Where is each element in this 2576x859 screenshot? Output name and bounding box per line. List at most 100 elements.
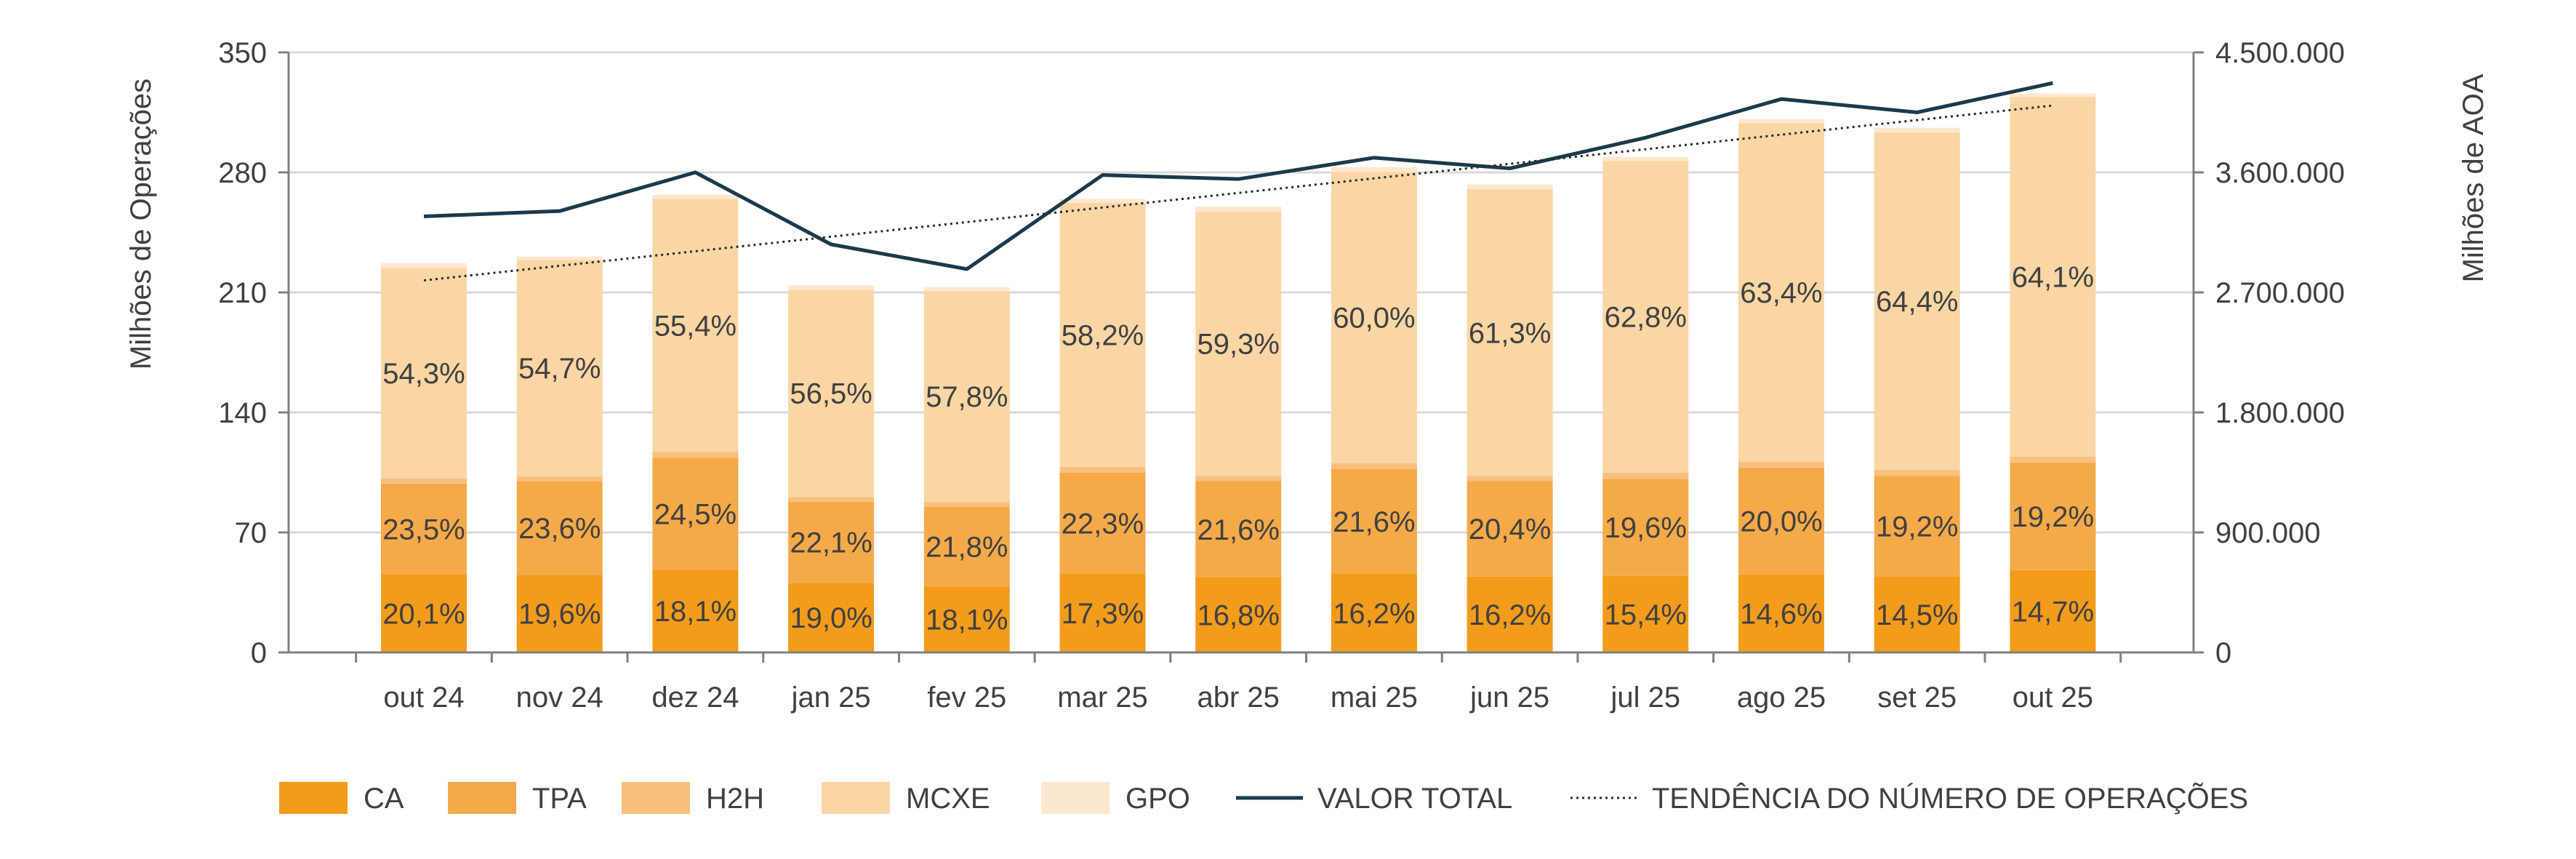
data-label-ca: 19,6% — [518, 599, 601, 631]
bar-mcxe — [788, 289, 875, 498]
data-label-mcxe: 56,5% — [790, 378, 872, 410]
legend-label: CA — [364, 783, 404, 815]
axes: 0 70 140 210 280 350 0 900.000 1.800.000 2.700.00… — [218, 37, 2345, 714]
legend: CA TPA H2H MCXE GPO VALOR TOTAL TENDÊNCIA DO N… — [279, 782, 2248, 815]
bar-h2h — [788, 497, 875, 502]
x-tick-label: ago 25 — [1737, 682, 1826, 714]
data-label-ca: 18,1% — [654, 596, 737, 628]
bar-ca — [381, 574, 467, 652]
bar-gpo — [1059, 199, 1146, 203]
bar-h2h — [923, 502, 1010, 507]
bar-mcxe — [923, 291, 1010, 503]
bar-ca — [1466, 576, 1553, 652]
data-label-mcxe: 64,1% — [2012, 261, 2094, 293]
lines — [423, 81, 2053, 281]
legend-swatch — [1041, 782, 1110, 814]
bar-h2h — [2010, 456, 2096, 463]
data-label-tpa: 19,2% — [2012, 501, 2094, 533]
y-tick-label-right: 900.000 — [2215, 517, 2321, 549]
legend-label: GPO — [1126, 783, 1190, 815]
data-label-tpa: 19,6% — [1605, 512, 1687, 544]
bar-ca — [1331, 574, 1417, 652]
x-tick-label: set 25 — [1877, 682, 1957, 714]
data-label-mcxe: 58,2% — [1062, 319, 1144, 351]
y-tick-label-left: 140 — [218, 397, 267, 429]
data-label-tpa: 23,5% — [382, 514, 465, 546]
data-label-ca: 16,2% — [1333, 598, 1415, 630]
y-tick-label-left: 0 — [251, 637, 267, 669]
data-label-mcxe: 62,8% — [1605, 302, 1687, 334]
y-tick-label-left: 210 — [218, 277, 267, 309]
x-tick-label: out 25 — [2013, 682, 2093, 714]
bar-gpo — [1331, 167, 1417, 172]
bar-mcxe — [652, 199, 739, 452]
data-label-tpa: 20,0% — [1740, 506, 1822, 538]
y-axis-title-right: Milhões de AOA — [2457, 73, 2489, 282]
y-tick-label-right: 2.700.000 — [2215, 277, 2345, 309]
bar-mcxe — [381, 268, 467, 479]
bar-mcxe — [1466, 189, 1553, 476]
bar-ca — [1874, 576, 1960, 652]
legend-label: TPA — [532, 783, 587, 815]
x-tick-label: jul 25 — [1610, 682, 1680, 714]
data-label-ca: 14,7% — [2012, 596, 2094, 628]
bar-gpo — [923, 287, 1010, 292]
data-label-tpa: 24,5% — [654, 498, 737, 530]
bar-ca — [923, 586, 1010, 652]
y-tick-label-right: 0 — [2215, 637, 2231, 669]
bar-tpa — [1466, 481, 1553, 577]
data-label-mcxe: 64,4% — [1876, 286, 1958, 318]
bar-gpo — [1195, 207, 1282, 212]
bar-mcxe — [1331, 172, 1417, 463]
bars — [381, 93, 2096, 652]
data-label-mcxe: 55,4% — [654, 310, 737, 342]
bar-tpa — [1602, 479, 1689, 576]
bar-h2h — [652, 452, 739, 458]
data-label-mcxe: 59,3% — [1197, 329, 1279, 361]
bar-tpa — [516, 481, 603, 575]
data-label-tpa: 22,3% — [1062, 508, 1144, 540]
y-tick-label-right: 4.500.000 — [2215, 37, 2345, 69]
y-tick-label-left: 70 — [235, 517, 268, 549]
x-tick-label: jun 25 — [1469, 682, 1549, 714]
bar-h2h — [381, 478, 467, 484]
bar-h2h — [1059, 466, 1146, 473]
bar-mcxe — [2010, 97, 2096, 457]
data-label-tpa: 19,2% — [1876, 511, 1958, 543]
data-label-ca: 16,2% — [1469, 599, 1551, 631]
data-labels: 20,1% 23,5% 54,3% 19,6% 23,6% 54,7% 18,1% 24,5%… — [382, 261, 2094, 636]
bar-mcxe — [1195, 211, 1282, 476]
y-tick-label-left: 280 — [218, 157, 267, 189]
bar-h2h — [516, 476, 603, 482]
bar-gpo — [1602, 156, 1689, 161]
bar-mcxe — [1874, 132, 1960, 470]
data-label-tpa: 21,6% — [1197, 514, 1279, 546]
bar-ca — [2010, 570, 2096, 652]
bar-tpa — [381, 483, 467, 575]
bar-tpa — [788, 501, 875, 583]
bar-h2h — [1738, 461, 1824, 468]
y-axis-title-left: Milhões de Operações — [125, 79, 157, 369]
data-label-mcxe: 61,3% — [1469, 317, 1551, 349]
y-tick-label-right: 3.600.000 — [2215, 157, 2345, 189]
bar-h2h — [1331, 463, 1417, 470]
bar-tpa — [1059, 472, 1146, 575]
data-label-tpa: 21,6% — [1333, 506, 1415, 538]
x-tick-label: out 24 — [383, 682, 464, 714]
bar-gpo — [1738, 119, 1824, 124]
legend-label: MCXE — [906, 783, 990, 815]
data-label-mcxe: 63,4% — [1740, 277, 1822, 309]
bar-h2h — [1195, 476, 1282, 482]
line-valor-total — [423, 81, 2053, 271]
y-tick-label-right: 1.800.000 — [2215, 397, 2345, 429]
data-label-tpa: 23,6% — [518, 513, 601, 545]
bar-tpa — [1331, 469, 1417, 575]
bar-gpo — [1466, 184, 1553, 190]
x-tick-label: dez 24 — [651, 682, 739, 714]
legend-label: TENDÊNCIA DO NÚMERO DE OPERAÇÕES — [1652, 782, 2248, 815]
bar-tpa — [923, 506, 1010, 587]
bar-ca — [788, 583, 875, 652]
bar-gpo — [516, 256, 603, 260]
data-label-ca: 20,1% — [382, 598, 465, 630]
bar-mcxe — [1738, 123, 1824, 462]
